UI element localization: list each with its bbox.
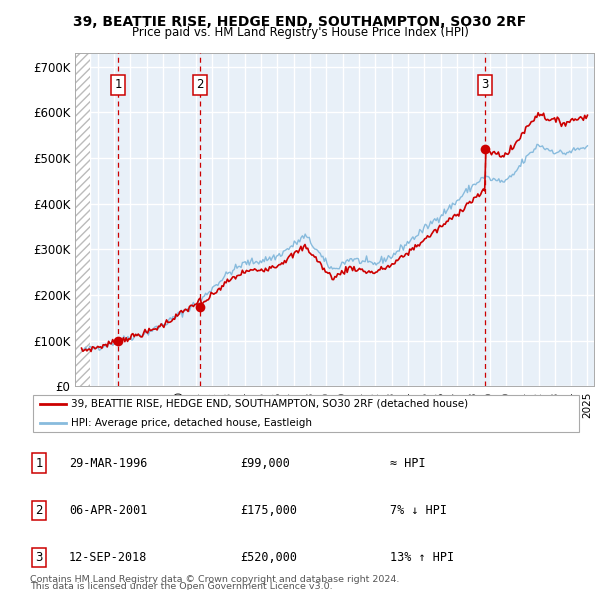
Text: 1: 1: [35, 457, 43, 470]
Text: ≈ HPI: ≈ HPI: [390, 457, 425, 470]
Bar: [75, 53, 89, 386]
Text: Price paid vs. HM Land Registry's House Price Index (HPI): Price paid vs. HM Land Registry's House …: [131, 26, 469, 39]
Text: 39, BEATTIE RISE, HEDGE END, SOUTHAMPTON, SO30 2RF (detached house): 39, BEATTIE RISE, HEDGE END, SOUTHAMPTON…: [71, 399, 469, 409]
Text: 29-MAR-1996: 29-MAR-1996: [69, 457, 148, 470]
Text: 3: 3: [481, 78, 488, 91]
Text: 7% ↓ HPI: 7% ↓ HPI: [390, 504, 447, 517]
Text: 12-SEP-2018: 12-SEP-2018: [69, 551, 148, 564]
Text: £99,000: £99,000: [240, 457, 290, 470]
Text: 2: 2: [35, 504, 43, 517]
Text: 1: 1: [115, 78, 122, 91]
Text: HPI: Average price, detached house, Eastleigh: HPI: Average price, detached house, East…: [71, 418, 313, 428]
Text: £175,000: £175,000: [240, 504, 297, 517]
Text: £520,000: £520,000: [240, 551, 297, 564]
Text: 13% ↑ HPI: 13% ↑ HPI: [390, 551, 454, 564]
Text: 39, BEATTIE RISE, HEDGE END, SOUTHAMPTON, SO30 2RF: 39, BEATTIE RISE, HEDGE END, SOUTHAMPTON…: [73, 15, 527, 30]
Text: 3: 3: [35, 551, 43, 564]
FancyBboxPatch shape: [33, 395, 579, 432]
Text: 06-APR-2001: 06-APR-2001: [69, 504, 148, 517]
Bar: [75, 53, 89, 386]
Bar: [89, 53, 594, 386]
Text: This data is licensed under the Open Government Licence v3.0.: This data is licensed under the Open Gov…: [30, 582, 332, 590]
Text: Contains HM Land Registry data © Crown copyright and database right 2024.: Contains HM Land Registry data © Crown c…: [30, 575, 400, 584]
Text: 2: 2: [196, 78, 204, 91]
